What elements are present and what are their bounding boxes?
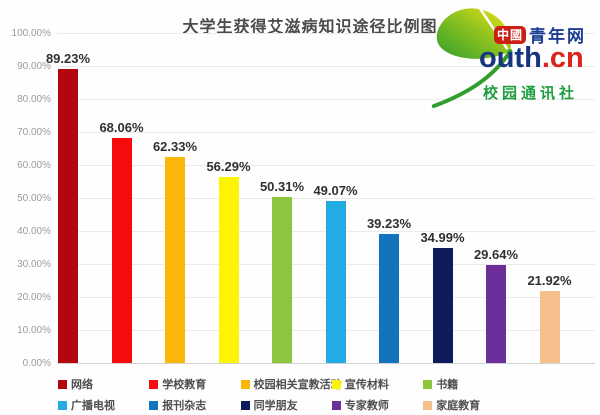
bar-宣传材料 xyxy=(218,177,239,363)
bar-value-label: 89.23% xyxy=(45,50,91,66)
logo-domain: outh.cn xyxy=(479,42,584,75)
bar-学校教育 xyxy=(111,138,132,363)
legend-color-marker xyxy=(149,379,159,389)
bar-value-label: 21.92% xyxy=(527,272,572,288)
bar-value-label: 49.07% xyxy=(313,183,358,199)
logo-brand-row: 中國 青年网 xyxy=(494,22,586,47)
legend-color-marker xyxy=(240,379,250,389)
legend-label: 校园相关宣教活动 xyxy=(253,379,342,391)
legend-item-报刊杂志: 报刊杂志 xyxy=(149,397,206,413)
legend-label: 书籍 xyxy=(436,379,459,391)
y-axis-tick-label: 30.00% xyxy=(17,258,51,270)
bar-value-label: 62.33% xyxy=(152,139,198,155)
legend-item-专家教师: 专家教师 xyxy=(331,397,389,413)
bar-家庭教育 xyxy=(539,290,560,363)
chart-title: 大学生获得艾滋病知识途径比例图 xyxy=(182,19,438,36)
bar-报刊杂志 xyxy=(379,233,399,363)
bar-value-label: 39.23% xyxy=(366,215,412,231)
legend-item-宣传材料: 宣传材料 xyxy=(331,376,389,392)
bar-同学朋友 xyxy=(432,247,453,363)
logo-subtitle: 校园通讯社 xyxy=(483,85,579,102)
y-axis-tick-label: 70.00% xyxy=(17,126,51,138)
china-badge: 中國 xyxy=(494,25,527,44)
legend-label: 同学朋友 xyxy=(253,400,298,412)
site-name: 青年网 xyxy=(529,27,587,46)
y-axis-tick-label: 50.00% xyxy=(17,192,51,204)
y-axis-tick-label: 80.00% xyxy=(17,93,51,105)
legend-color-marker xyxy=(423,379,433,389)
y-axis-tick-label: 100.00% xyxy=(11,27,51,39)
legend-label: 宣传材料 xyxy=(344,379,389,391)
legend-color-marker xyxy=(331,400,341,410)
logo-domain-cn: .cn xyxy=(541,42,584,74)
legend-color-marker xyxy=(58,379,67,389)
bar-网络 xyxy=(58,68,78,363)
legend-item-同学朋友: 同学朋友 xyxy=(240,397,298,413)
gridline xyxy=(57,363,595,364)
gridline xyxy=(57,198,595,199)
legend-color-marker xyxy=(149,400,159,410)
bar-value-label: 56.29% xyxy=(206,159,251,175)
legend-color-marker xyxy=(58,400,67,410)
gridline xyxy=(57,165,595,166)
bar-value-label: 50.31% xyxy=(259,178,305,194)
legend-label: 学校教育 xyxy=(162,379,207,391)
legend-color-marker xyxy=(331,379,341,389)
bar-书籍 xyxy=(272,196,292,363)
y-axis-tick-label: 60.00% xyxy=(17,159,51,171)
bar-校园相关宣教活动 xyxy=(165,157,185,363)
y-axis-tick-label: 90.00% xyxy=(17,60,51,72)
bar-value-label: 34.99% xyxy=(420,229,465,245)
y-axis-tick-label: 0.00% xyxy=(22,357,51,369)
bar-value-label: 29.64% xyxy=(473,247,519,263)
logo-domain-outh: outh xyxy=(479,42,542,74)
legend-label: 广播电视 xyxy=(71,400,115,412)
gridline xyxy=(57,33,595,34)
youth-cn-logo: 中國 青年网 outh.cn 校园通讯社 xyxy=(426,0,598,112)
legend-label: 家庭教育 xyxy=(436,400,481,412)
bar-广播电视 xyxy=(325,201,346,363)
legend-item-校园相关宣教活动: 校园相关宣教活动 xyxy=(240,376,342,392)
legend-label: 专家教师 xyxy=(344,400,389,412)
bar-专家教师 xyxy=(486,265,506,363)
legend-item-网络: 网络 xyxy=(58,376,93,392)
gridline xyxy=(57,99,595,100)
legend-item-家庭教育: 家庭教育 xyxy=(423,397,480,413)
gridline xyxy=(57,132,595,133)
gridline xyxy=(57,66,595,67)
bar-value-label: 68.06% xyxy=(99,120,144,136)
legend-color-marker xyxy=(240,400,250,410)
legend-label: 报刊杂志 xyxy=(162,400,207,412)
y-axis-tick-label: 20.00% xyxy=(17,291,51,303)
legend-item-广播电视: 广播电视 xyxy=(58,397,115,413)
legend-label: 网络 xyxy=(71,379,93,391)
legend-color-marker xyxy=(423,400,433,410)
legend-item-学校教育: 学校教育 xyxy=(149,376,206,392)
legend-item-书籍: 书籍 xyxy=(423,376,458,392)
y-axis-tick-label: 40.00% xyxy=(17,225,51,237)
y-axis-tick-label: 10.00% xyxy=(17,324,51,336)
